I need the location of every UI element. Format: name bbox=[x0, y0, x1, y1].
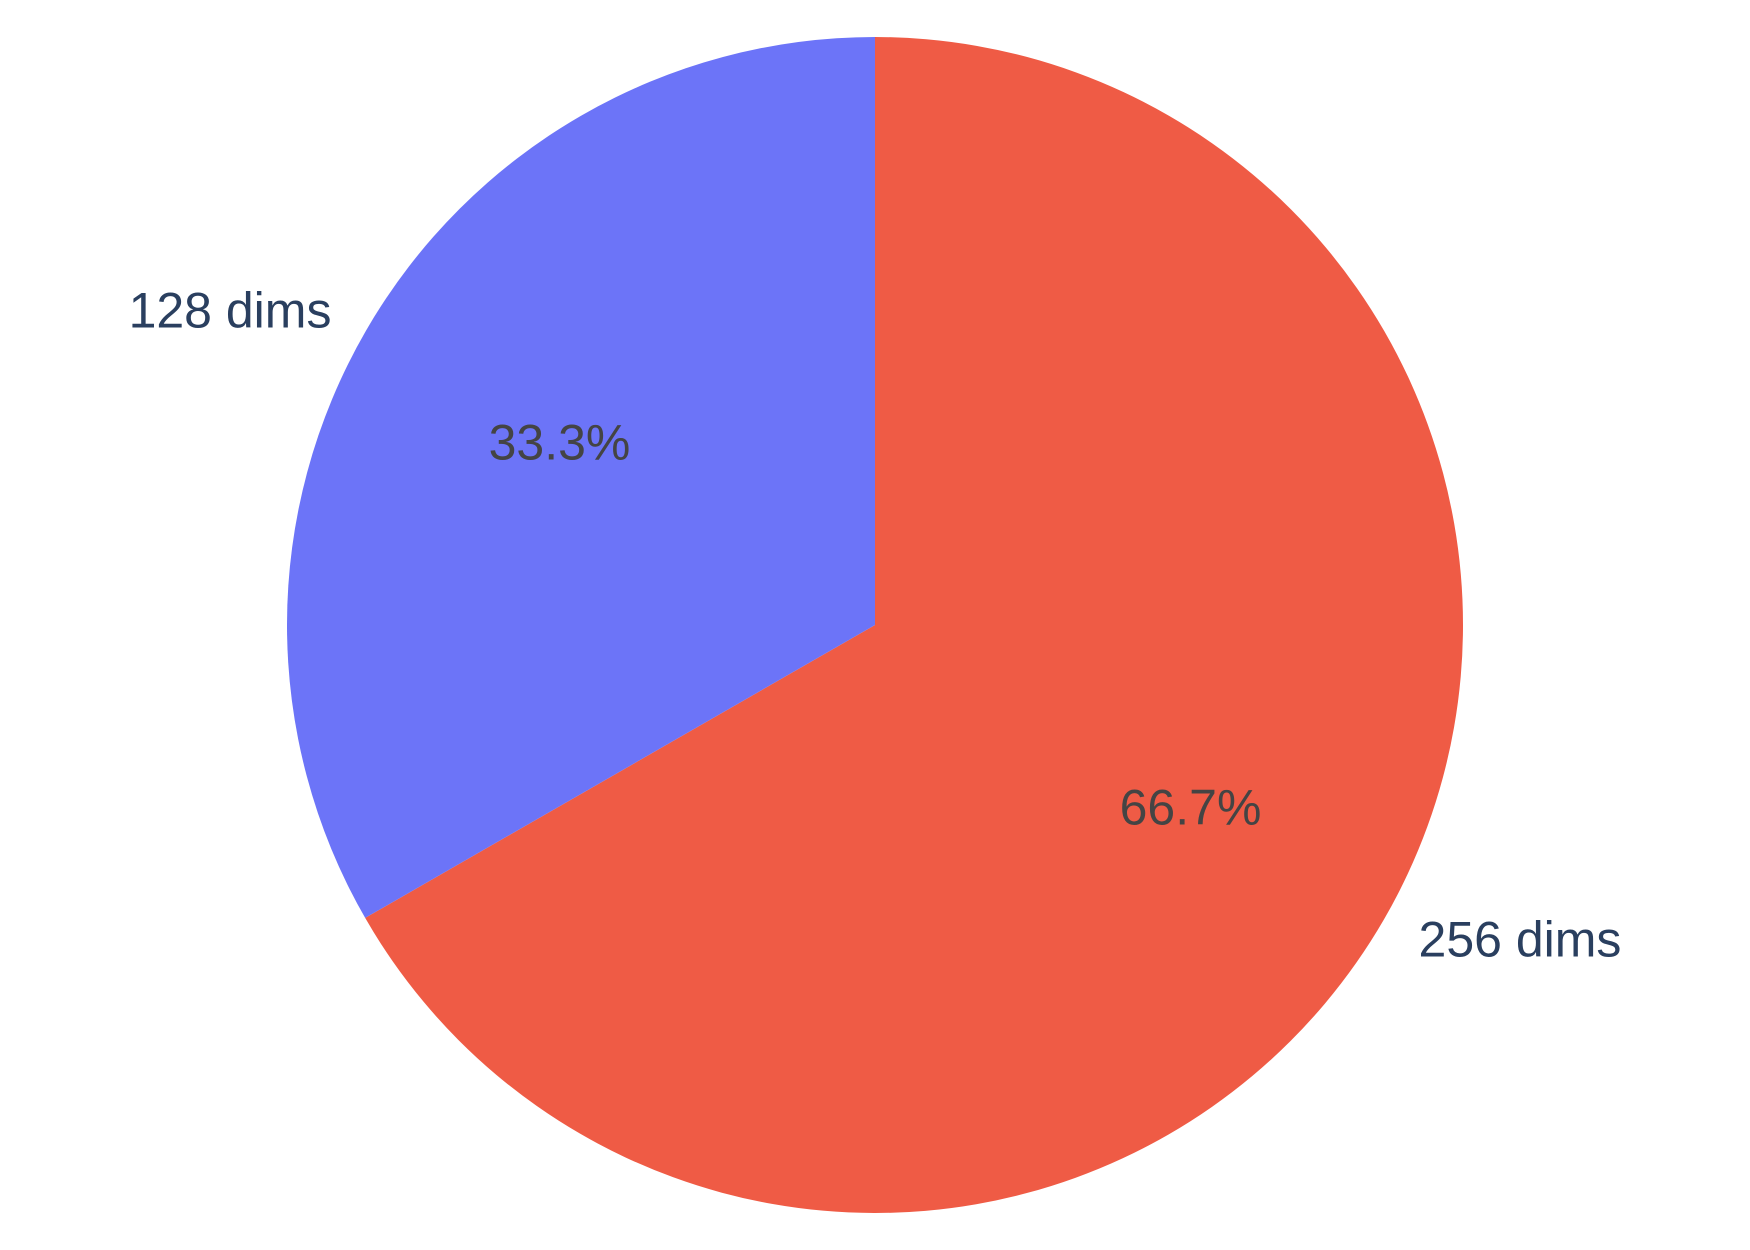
pie-slice-256-dims[interactable] bbox=[365, 37, 1464, 1213]
pie-slices bbox=[286, 37, 1464, 1213]
slice-label-256-dims: 256 dims bbox=[1419, 912, 1622, 968]
slice-label-128-dims: 128 dims bbox=[129, 282, 332, 338]
percent-labels: 66.7% 33.3% bbox=[489, 414, 1262, 835]
pie-slice-128-dims[interactable] bbox=[286, 37, 875, 918]
percent-label-256-dims: 66.7% bbox=[1120, 780, 1262, 836]
percent-label-128-dims: 33.3% bbox=[489, 414, 631, 470]
category-labels: 256 dims 128 dims bbox=[129, 282, 1622, 967]
